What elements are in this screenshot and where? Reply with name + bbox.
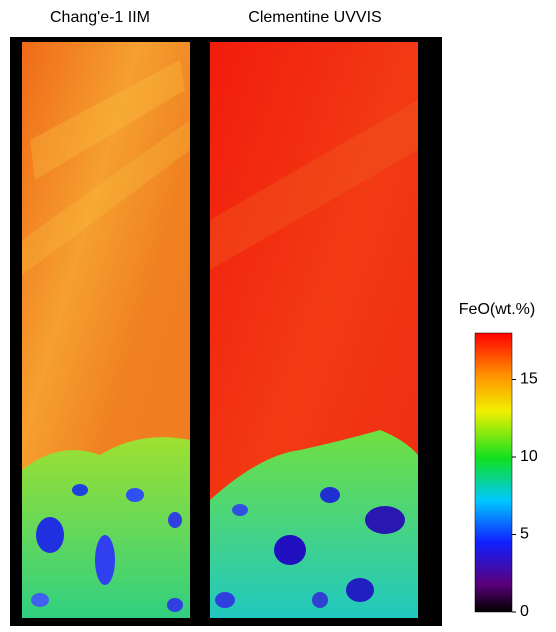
- panel-titles: Chang'e-1 IIM Clementine UVVIS: [50, 9, 382, 26]
- tick-label: 5: [520, 526, 529, 543]
- colorbar-label: FeO(wt.%): [459, 301, 535, 318]
- tick-label: 10: [520, 448, 538, 465]
- figure: Chang'e-1 IIM Clementine UVVIS FeO(wt.%)…: [0, 0, 556, 627]
- panel-title: Clementine UVVIS: [248, 9, 381, 26]
- map-right: [210, 42, 418, 618]
- tick-label: 15: [520, 371, 538, 388]
- colorbar: [475, 333, 512, 612]
- panel-title: Chang'e-1 IIM: [50, 9, 150, 26]
- tick-label: 0: [520, 603, 529, 620]
- map-left: [22, 42, 190, 618]
